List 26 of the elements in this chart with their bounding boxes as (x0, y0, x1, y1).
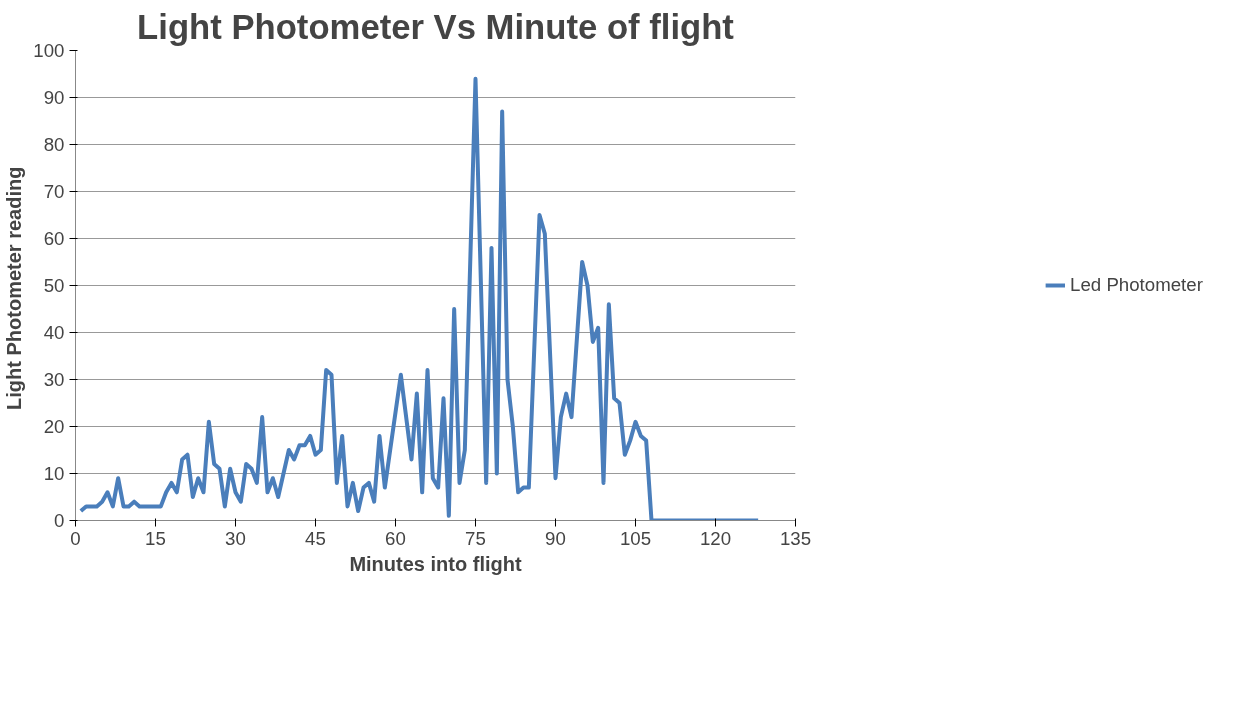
y-tick-label: 100 (33, 40, 65, 61)
x-tick-label: 15 (145, 527, 166, 549)
x-tick-label: 60 (385, 527, 406, 549)
y-axis-title: Light Photometer reading (3, 166, 26, 410)
y-tick-label: 50 (43, 275, 65, 296)
x-tick-label: 75 (465, 527, 486, 549)
y-tick-label: 80 (43, 134, 65, 155)
y-tick-label: 60 (43, 228, 65, 249)
y-tick-label: 0 (54, 510, 65, 531)
y-tick-label: 10 (43, 463, 65, 484)
x-axis-title: Minutes into flight (349, 552, 522, 575)
chart-title: Light Photometer Vs Minute of flight (137, 7, 735, 46)
line-series (78, 76, 761, 521)
x-tick-label: 120 (699, 527, 732, 549)
x-tick-label: 0 (70, 527, 81, 549)
x-tick-label: 30 (225, 527, 246, 549)
y-tick-label: 20 (43, 416, 65, 437)
y-tick-label: 30 (43, 369, 65, 390)
y-tick-label: 90 (43, 87, 65, 108)
x-tick-label: 135 (779, 527, 812, 549)
legend-label: Led Photometer (1070, 274, 1203, 296)
x-tick-label: 105 (619, 527, 652, 549)
x-tick-label: 45 (305, 527, 326, 549)
y-tick-label: 70 (43, 181, 65, 202)
x-tick-label: 90 (545, 527, 566, 549)
y-tick-label: 40 (43, 322, 65, 343)
